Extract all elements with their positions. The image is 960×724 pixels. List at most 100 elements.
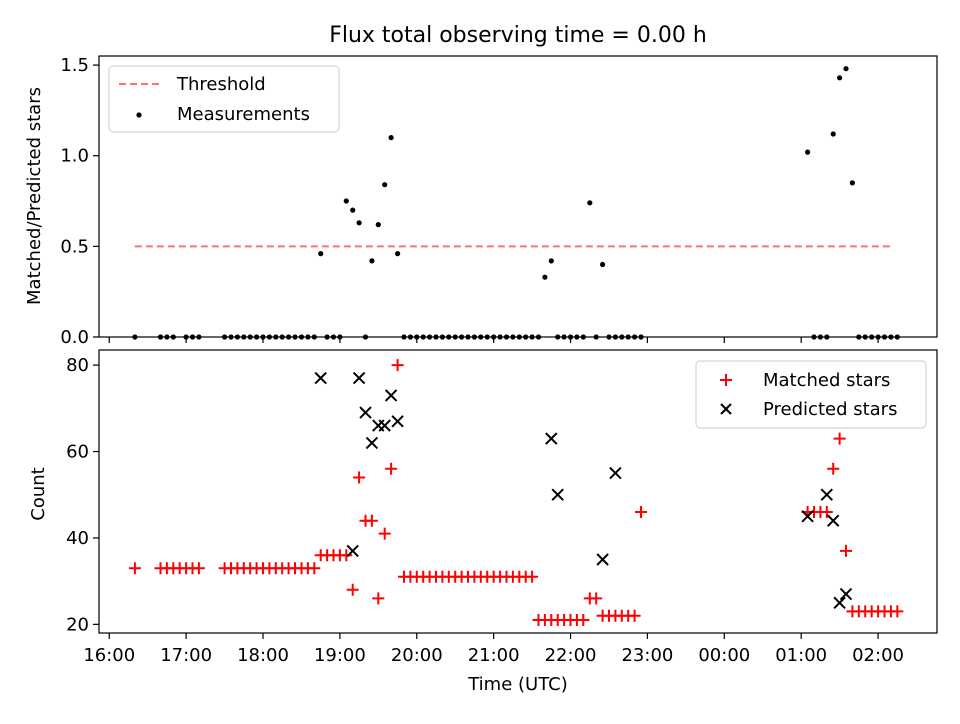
measurement-point [548, 258, 554, 264]
matched-star-point [385, 462, 398, 475]
predicted-star-point [609, 466, 622, 480]
matched-star-point [378, 527, 391, 540]
measurement-point [837, 75, 843, 81]
matched-star-point [391, 359, 404, 372]
count-panel-frame [98, 349, 938, 634]
measurement-point [369, 258, 375, 264]
count-y-tick-label: 40 [66, 528, 89, 549]
count-panel: 20 40 60 80 16:00 17:00 18:00 19:00 20:00 21:00 2… [28, 349, 938, 695]
ratio-legend-box [108, 65, 340, 133]
ratio-y-tick-label: 0.0 [60, 327, 89, 348]
matched-star-point [526, 570, 539, 583]
measurement-point [356, 220, 362, 226]
count-x-tick-label: 17:00 [160, 645, 212, 666]
ratio-panel-frame [98, 55, 938, 338]
count-x-tick-label: 00:00 [698, 645, 750, 666]
predicted-star-point [596, 553, 609, 566]
matched-star-point [340, 549, 353, 562]
predicted-star-point [346, 544, 359, 558]
count-y-tick-label: 80 [66, 355, 89, 376]
predicted-star-point [384, 389, 398, 402]
measurement-point [318, 251, 324, 257]
measurement-point [849, 180, 856, 186]
count-x-tick-label: 18:00 [237, 645, 289, 666]
ratio-y-tick-label: 0.5 [60, 236, 89, 257]
predicted-legend-label: Predicted stars [763, 399, 897, 420]
measurement-point [587, 200, 593, 206]
count-y-tick-label: 20 [66, 614, 89, 635]
ratio-y-tick-label: 1.5 [60, 55, 89, 76]
predicted-star-point [314, 371, 327, 385]
figure-title: Flux total observing time = 0.00 h [329, 23, 707, 48]
matched-star-point [577, 614, 590, 626]
matched-stars-points [128, 359, 904, 626]
measurement-point [350, 207, 356, 213]
matched-star-point [891, 605, 904, 618]
count-x-tick-label: 20:00 [391, 645, 443, 666]
matched-star-point [840, 544, 852, 557]
matched-star-point [590, 592, 603, 605]
count-y-axis-label: Count [28, 467, 49, 520]
matched-star-point [353, 471, 366, 484]
count-x-tick-label: 22:00 [545, 645, 597, 666]
count-legend-box [695, 360, 927, 429]
matched-star-point [372, 592, 385, 605]
measurement-point [600, 261, 606, 268]
time-x-axis-label: Time (UTC) [467, 674, 568, 695]
ratio-y-ticks: 0.0 0.5 1.0 1.5 [60, 55, 99, 348]
predicted-star-point [833, 596, 846, 610]
count-legend: Matched stars Predicted stars [695, 360, 927, 429]
matched-star-point [820, 506, 833, 518]
count-x-tick-label: 02:00 [852, 645, 904, 666]
count-x-tick-label: 21:00 [468, 645, 520, 666]
ratio-y-tick-label: 1.0 [60, 146, 89, 167]
threshold-legend-label: Threshold [176, 74, 266, 95]
count-y-tick-label: 60 [66, 442, 89, 463]
matched-legend-marker [720, 374, 732, 386]
measurement-point [388, 135, 394, 141]
predicted-star-point [359, 406, 372, 419]
ratio-legend: Threshold Measurements [108, 65, 340, 133]
count-x-tick-label: 23:00 [621, 645, 673, 666]
predicted-star-point [551, 488, 564, 501]
count-y-ticks: 20 40 60 80 [66, 355, 99, 635]
ratio-x-ticks [108, 337, 879, 343]
matched-star-point [128, 562, 141, 575]
predicted-star-point [545, 432, 558, 445]
measurement-point [843, 66, 849, 72]
matched-legend-label: Matched stars [763, 370, 890, 391]
matched-star-point [346, 583, 359, 596]
matched-star-point [635, 506, 647, 518]
matched-star-point [628, 609, 641, 622]
predicted-stars-points [314, 371, 853, 610]
predicted-star-point [352, 371, 366, 385]
predicted-star-point [391, 415, 404, 428]
predicted-star-point [826, 514, 840, 527]
measurement-point [805, 149, 811, 155]
count-x-tick-label: 16:00 [83, 645, 135, 666]
count-x-ticks: 16:00 17:00 18:00 19:00 20:00 21:00 22:00 23:00… [83, 633, 904, 666]
measurement-point [542, 274, 548, 280]
predicted-star-point [801, 510, 814, 523]
matched-star-point [833, 432, 846, 445]
count-x-tick-label: 19:00 [314, 645, 366, 666]
measurement-point [382, 182, 388, 188]
predicted-legend-marker [720, 403, 732, 415]
predicted-star-point [365, 436, 379, 450]
ratio-panel: 0.0 0.5 1.0 1.5 Matched/Predicted stars Thr… [24, 55, 938, 348]
matched-star-point [308, 562, 321, 575]
measurements-legend-marker [136, 112, 142, 118]
predicted-star-point [378, 419, 391, 432]
measurement-point [343, 198, 349, 204]
predicted-star-point [839, 587, 853, 601]
matched-star-point [365, 514, 378, 527]
measurement-point [395, 251, 401, 257]
count-x-tick-label: 01:00 [775, 645, 827, 666]
measurements-legend-label: Measurements [177, 104, 310, 125]
ratio-y-axis-label: Matched/Predicted stars [24, 87, 45, 305]
matched-star-point [827, 462, 840, 475]
measurement-point [375, 222, 381, 228]
matched-star-point [192, 562, 205, 575]
predicted-star-point [820, 488, 834, 501]
